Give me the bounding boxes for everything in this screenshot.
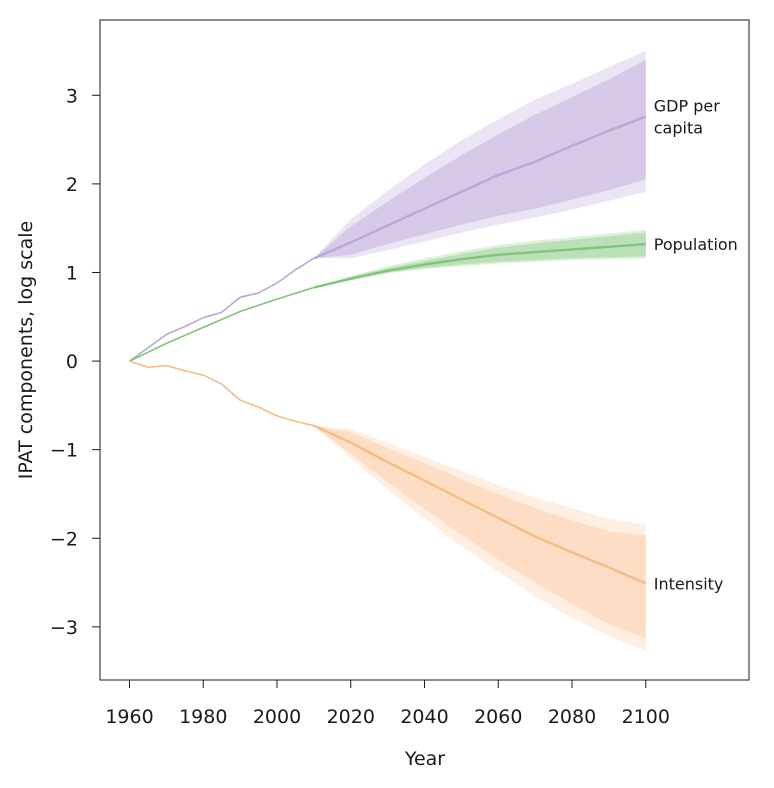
gdp-per-capita-label: GDP per capita [654,97,720,138]
intensity-inner-band [313,425,646,639]
population-historical-line [129,286,315,362]
x-axis: 1960 1980 2000 2020 2040 2060 2080 2100 [105,680,670,728]
x-tick-label: 2080 [548,706,596,728]
y-tick-label: 0 [66,351,78,373]
population-inner-band [313,232,646,288]
x-tick-label: 2100 [622,706,670,728]
x-tick-label: 1980 [179,706,227,728]
population-projection-line [313,242,646,289]
y-axis: 3 2 1 0 −1 −2 −3 [50,85,100,639]
uncertainty-bands [313,51,646,651]
x-tick-label: 1960 [105,706,153,728]
gdp-per-capita-historical-line [129,257,315,362]
intensity-label: Intensity [654,574,724,593]
population-label: Population [654,235,738,254]
gdp-per-capita-label-line: capita [654,119,703,138]
x-tick-label: 2020 [327,706,375,728]
x-axis-title: Year [404,748,445,770]
y-tick-label: 1 [66,262,78,284]
intensity-projection-line [313,424,647,585]
y-tick-label: 2 [66,174,78,196]
gdp-per-capita-projection-line [313,115,647,260]
y-tick-label: −2 [50,528,78,550]
y-tick-label: −1 [50,440,78,462]
gdp-per-capita-inner-band [313,59,646,259]
plot-frame [99,19,750,681]
y-tick-label: 3 [66,85,78,107]
series-labels: GDP per capita Population Intensity [654,97,738,594]
intensity-historical-line [129,360,315,427]
series-lines [129,115,647,585]
y-tick-label: −3 [50,617,78,639]
intensity-label-line: Intensity [654,574,724,593]
x-tick-label: 2000 [253,706,301,728]
y-axis-title: IPAT components, log scale [15,221,37,479]
x-tick-label: 2060 [474,706,522,728]
gdp-per-capita-label-line: GDP per [654,97,720,116]
x-tick-label: 2040 [400,706,448,728]
population-label-line: Population [654,235,738,254]
